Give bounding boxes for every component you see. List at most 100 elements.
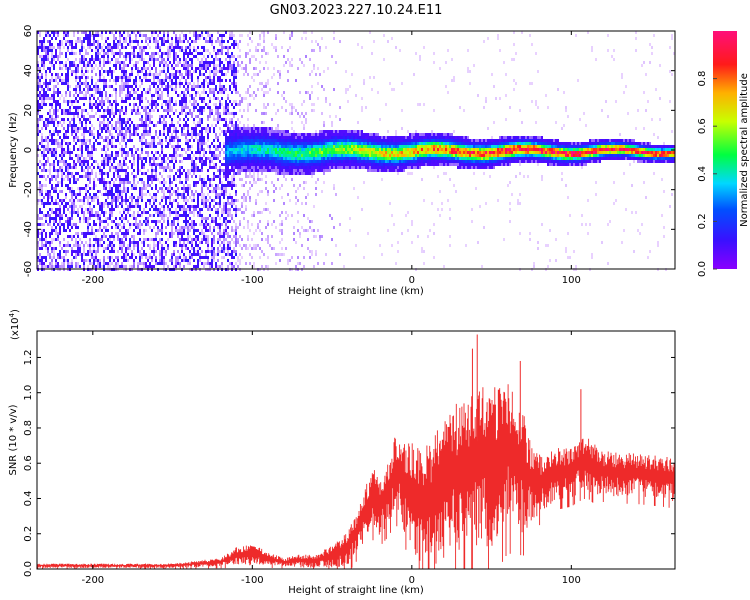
heatmap-cell-707 [67, 250, 69, 253]
heatmap-cell-2496 [149, 184, 151, 187]
heatmap-cell-3578 [199, 130, 201, 133]
heatmap-cell-3696 [203, 238, 205, 241]
heatmap-cell-3488 [195, 100, 197, 103]
heatmap-cell-4598 [247, 52, 249, 55]
heatmap-cell-3510 [195, 235, 197, 238]
heatmap-cell-3959 [217, 64, 219, 67]
heatmap-cell-1371 [99, 94, 101, 97]
heatmap-cell-2580 [153, 193, 155, 196]
heatmap-cell-626 [65, 43, 67, 46]
heatmap-cell-2461 [147, 223, 149, 226]
heatmap-cell-3902 [213, 226, 215, 229]
heatmap-cell-3873 [213, 73, 215, 76]
heatmap-cell-3793 [209, 79, 211, 82]
heatmap-cell-960 [81, 40, 83, 43]
heatmap-cell-2161 [133, 205, 135, 208]
heatmap-cell-512 [59, 79, 61, 82]
heatmap-cell-1833 [119, 160, 121, 163]
heatmap-cell-3701 [205, 37, 207, 40]
heatmap-cell-4887 [265, 157, 267, 160]
heatmap-cell-1744 [115, 151, 117, 154]
heatmap-cell-2198 [135, 151, 137, 154]
heatmap-cell-2336 [141, 199, 143, 202]
heatmap-cell-4550 [243, 154, 245, 157]
heatmap-cell-4698 [253, 130, 255, 133]
heatmap-cell-1514 [105, 145, 107, 148]
heatmap-cell-556 [61, 112, 63, 115]
heatmap-cell-1465 [103, 139, 105, 142]
heatmap-cell-1326 [97, 79, 99, 82]
heatmap-cell-3552 [197, 235, 199, 238]
heatmap-cell-276 [49, 79, 51, 82]
heatmap-cell-813 [73, 139, 75, 142]
heatmap-cell-2711 [159, 229, 161, 232]
heatmap-cell-2215 [137, 52, 139, 55]
heatmap-cell-2785 [163, 115, 165, 118]
heatmap-cell-1033 [83, 202, 85, 205]
heatmap-cell-2157 [133, 181, 135, 184]
heatmap-cell-3037 [175, 76, 177, 79]
heatmap-cell-944 [79, 163, 81, 166]
heatmap-cell-1214 [91, 148, 93, 151]
heatmap-cell-1677 [111, 256, 113, 259]
heatmap-cell-3199 [183, 40, 185, 43]
heatmap-cell-2415 [145, 184, 147, 187]
heatmap-cell-3534 [197, 133, 199, 136]
heatmap-cell-2365 [143, 157, 145, 160]
heatmap-cell-3243 [183, 265, 185, 268]
heatmap-cell-1474 [103, 181, 105, 184]
heatmap-cell-1437 [101, 220, 103, 223]
heatmap-cell-2723 [161, 55, 163, 58]
heatmap-cell-4894 [265, 187, 267, 190]
heatmap-cell-1165 [89, 151, 91, 154]
heatmap-cell-2957 [171, 118, 173, 121]
heatmap-cell-2090 [129, 265, 131, 268]
heatmap-cell-471 [57, 109, 59, 112]
heatmap-cell-2654 [157, 91, 159, 94]
heatmap-cell-4427 [235, 232, 237, 235]
heatmap-cell-324 [51, 73, 53, 76]
heatmap-cell-4789 [259, 139, 261, 142]
heatmap-cell-668 [67, 58, 69, 61]
heatmap-cell-2796 [163, 169, 165, 172]
heatmap-cell-4132 [223, 256, 225, 259]
heatmap-cell-96 [41, 73, 43, 76]
heatmap-cell-2098 [131, 70, 133, 73]
heatmap-cell-4787 [259, 133, 261, 136]
heatmap-cell-3197 [183, 34, 185, 37]
heatmap-cell-2721 [161, 43, 163, 46]
heatmap-cell-693 [67, 172, 69, 175]
heatmap-cell-4701 [253, 139, 255, 142]
heatmap-cell-2497 [149, 193, 151, 196]
heatmap-cell-4686 [251, 223, 253, 226]
heatmap-cell-3496 [195, 136, 197, 139]
heatmap-cell-2699 [159, 142, 161, 145]
heatmap-cell-1532 [105, 229, 107, 232]
heatmap-cell-2786 [163, 118, 165, 121]
heatmap-cell-3739 [207, 31, 209, 34]
heatmap-cell-647 [65, 163, 67, 166]
heatmap-cell-3023 [173, 253, 175, 256]
heatmap-cell-1053 [85, 58, 87, 61]
heatmap-cell-3800 [209, 109, 211, 112]
heatmap-cell-4556 [243, 184, 245, 187]
heatmap-cell-3286 [185, 220, 187, 223]
heatmap-cell-3953 [217, 31, 219, 34]
heatmap-cell-4416 [235, 184, 237, 187]
heatmap-cell-613 [63, 226, 65, 229]
heatmap-cell-4087 [221, 265, 223, 268]
heatmap-cell-4174 [225, 217, 227, 220]
heatmap-cell-4448 [237, 133, 239, 136]
heatmap-cell-2216 [137, 55, 139, 58]
heatmap-cell-1180 [89, 214, 91, 217]
heatmap-cell-100 [41, 94, 43, 97]
heatmap-cell-2003 [125, 232, 127, 235]
heatmap-cell-1280 [95, 46, 97, 49]
heatmap-cell-1322 [97, 52, 99, 55]
heatmap-cell-166 [43, 169, 45, 172]
heatmap-cell-2368 [143, 172, 145, 175]
heatmap-cell-4641 [249, 133, 251, 136]
heatmap-cell-4582 [245, 160, 247, 163]
heatmap-cell-3843 [211, 151, 213, 154]
heatmap-cell-2636 [155, 235, 157, 238]
